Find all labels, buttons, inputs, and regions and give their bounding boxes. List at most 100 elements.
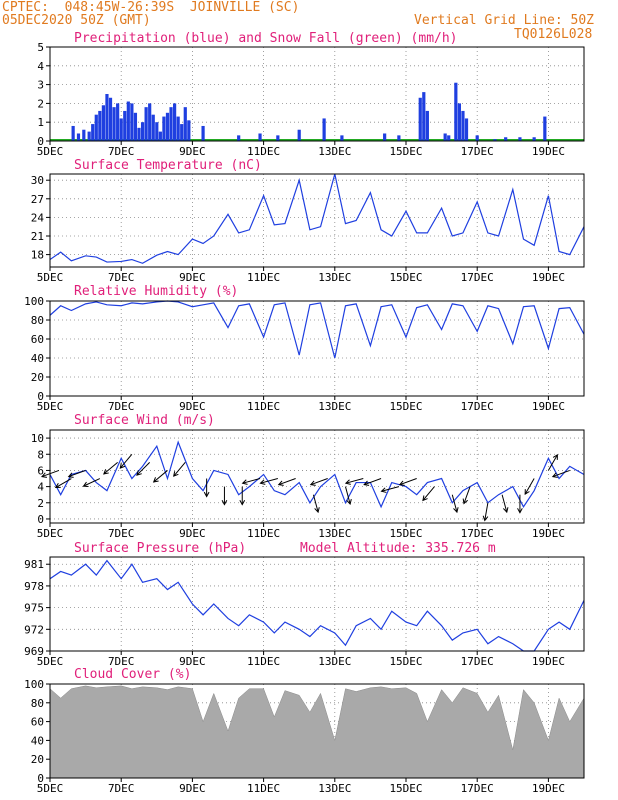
series-line	[49, 300, 585, 359]
y-tick-label: 8	[37, 448, 44, 461]
model-code: TQ0126L028	[514, 27, 593, 42]
x-tick-label: 15DEC	[389, 271, 422, 284]
precip-bar	[397, 135, 401, 141]
y-tick-label: 5	[37, 41, 44, 54]
wind-arrow-head	[453, 507, 459, 514]
x-tick-label: 13DEC	[318, 400, 351, 413]
y-tick-label: 972	[24, 623, 44, 636]
panel-5: 969 972 975 978 981 5DEC 7DEC 9DEC 11DEC 13DEC 15D…	[24, 541, 585, 668]
y-tick-label: 40	[31, 734, 44, 747]
precip-bar	[258, 133, 262, 141]
wind-arrow-head	[517, 508, 523, 514]
wind-arrow	[381, 486, 400, 492]
precip-bar	[112, 107, 116, 141]
wind-arrow-head	[103, 469, 109, 475]
station-header: CPTEC: 048:45W-26:39S JOINVILLE (SC)	[2, 0, 300, 15]
x-tick-label: 7DEC	[108, 527, 135, 540]
y-tick-label: 0	[37, 513, 44, 526]
precip-bar	[493, 139, 497, 141]
wind-arrow	[344, 486, 351, 505]
y-tick-label: 100	[24, 295, 44, 308]
y-tick-label: 20	[31, 371, 44, 384]
panel-3: 0 20 40 60 80 100 5DEC 7DEC 9DEC 11DEC 13DEC 15DEC 1…	[24, 284, 585, 413]
y-tick-label: 969	[24, 645, 44, 658]
x-tick-label: 11DEC	[247, 527, 280, 540]
y-tick-label: 0	[37, 772, 44, 785]
wind-arrow-head	[524, 489, 530, 496]
precip-bar	[532, 137, 536, 141]
x-tick-label: 5DEC	[37, 400, 64, 413]
panel-title: Surface Pressure (hPa)	[74, 541, 246, 556]
wind-arrow-head	[346, 499, 352, 506]
panel-frame	[49, 46, 585, 142]
wind-arrow-head	[482, 515, 489, 522]
precip-bar	[187, 120, 191, 141]
y-tick-label: 100	[24, 678, 44, 691]
precip-bar	[237, 135, 241, 141]
precip-bar	[475, 135, 479, 141]
series-line	[49, 173, 585, 264]
panel-2: 18 21 24 27 30 5DEC 7DEC 9DEC 11DEC 13DEC 15DEC 17D…	[31, 158, 585, 284]
wind-arrow-head	[259, 479, 266, 485]
precip-bar	[457, 103, 461, 141]
wind-arrows	[41, 453, 570, 522]
wind-arrow-head	[309, 480, 316, 486]
x-tick-label: 5DEC	[37, 527, 64, 540]
wind-arrow	[552, 469, 570, 478]
x-tick-label: 5DEC	[37, 782, 64, 795]
model-altitude: Model Altitude: 335.726 m	[300, 541, 496, 556]
panel-title: Precipitation (blue) and Snow Fall (gree…	[74, 31, 458, 46]
wind-arrow-head	[551, 472, 558, 478]
x-tick-label: 9DEC	[179, 145, 206, 158]
wind-arrow-head	[119, 463, 126, 469]
precip-bar	[144, 107, 148, 141]
y-tick-label: 1	[37, 116, 44, 129]
precip-bar	[108, 97, 113, 141]
precip-bar	[98, 110, 102, 141]
precip-bar	[183, 107, 187, 141]
y-tick-label: 30	[31, 174, 44, 187]
wind-arrow	[103, 461, 118, 475]
precip-bar	[180, 124, 184, 141]
wind-arrow-head	[277, 480, 284, 486]
wind-arrow	[312, 494, 319, 513]
x-tick-label: 19DEC	[532, 145, 565, 158]
x-tick-label: 13DEC	[318, 782, 351, 795]
y-tick-label: 0	[37, 135, 44, 148]
panel-6: 0 20 40 60 80 100 5DEC 7DEC 9DEC 11DEC 13DEC 15DEC 1…	[24, 667, 585, 795]
precip-bar	[464, 118, 469, 141]
run-date: 05DEC2020 50Z (GMT)	[2, 13, 151, 28]
x-tick-label: 13DEC	[318, 527, 351, 540]
x-tick-label: 19DEC	[532, 655, 565, 668]
x-tick-label: 9DEC	[179, 527, 206, 540]
x-tick-label: 5DEC	[37, 655, 64, 668]
x-tick-label: 9DEC	[179, 655, 206, 668]
precip-bar	[297, 129, 301, 141]
x-tick-label: 7DEC	[108, 271, 135, 284]
precip-bar	[543, 116, 547, 141]
y-tick-label: 80	[31, 314, 44, 327]
panel-title: Surface Wind (m/s)	[74, 413, 215, 428]
x-tick-label: 19DEC	[532, 527, 565, 540]
series-line	[49, 440, 585, 509]
wind-arrow	[41, 469, 60, 478]
precip-bar	[176, 116, 180, 141]
y-tick-label: 2	[37, 97, 44, 110]
wind-arrow-head	[82, 481, 89, 487]
y-tick-label: 18	[31, 249, 44, 262]
y-tick-label: 21	[31, 230, 44, 243]
wind-arrow-head	[41, 472, 48, 478]
precip-bar	[123, 110, 127, 141]
wind-arrow-head	[203, 491, 210, 498]
y-tick-label: 80	[31, 697, 44, 710]
y-tick-label: 10	[31, 432, 44, 445]
wind-arrow	[278, 478, 296, 486]
precip-bar	[151, 114, 155, 141]
wind-arrow-head	[462, 498, 469, 505]
wind-arrow	[345, 478, 364, 484]
wind-arrow-head	[314, 507, 320, 514]
grid-note: Vertical Grid Line: 50Z	[414, 13, 595, 28]
precip-bar	[383, 133, 387, 141]
y-tick-label: 2	[37, 497, 44, 510]
wind-arrow	[310, 478, 328, 486]
